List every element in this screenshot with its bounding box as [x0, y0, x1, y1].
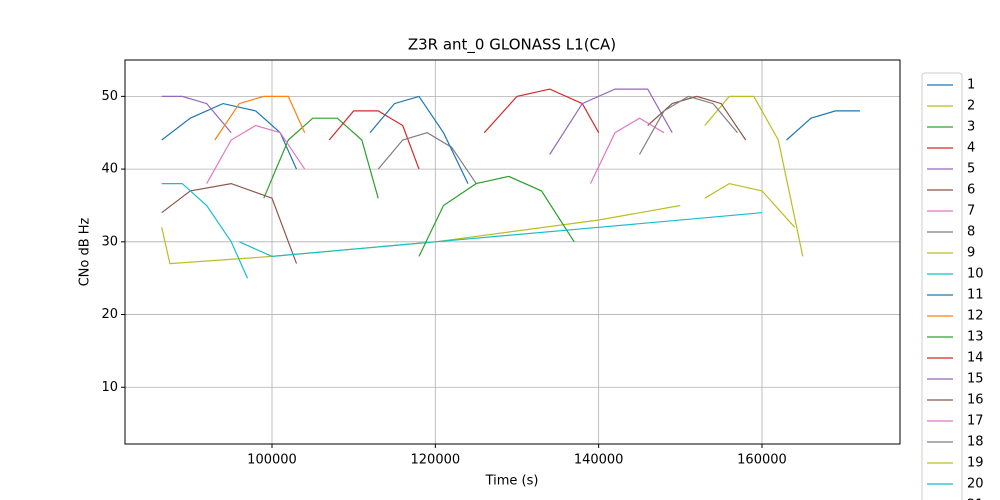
- series-line: [647, 95, 747, 141]
- y-tick-label: 20: [101, 307, 118, 322]
- series-line: [214, 95, 306, 141]
- legend-label: 14: [967, 351, 984, 366]
- legend-label: 7: [967, 204, 975, 219]
- legend-label: 13: [967, 330, 984, 345]
- series-line: [239, 212, 763, 258]
- y-tick-label: 10: [101, 380, 118, 395]
- legend-label: 11: [967, 288, 984, 303]
- legend-label: 1: [967, 78, 975, 93]
- y-tick-label: 40: [101, 162, 118, 177]
- legend-label: 15: [967, 372, 984, 387]
- chart-title: Z3R ant_0 GLONASS L1(CA): [408, 36, 616, 55]
- legend-label: 4: [967, 141, 975, 156]
- legend-label: 20: [967, 477, 984, 492]
- y-tick-label: 30: [101, 234, 118, 249]
- series-line: [263, 117, 379, 199]
- series-line: [786, 110, 860, 141]
- series-line: [161, 102, 298, 170]
- legend-label: 17: [967, 414, 984, 429]
- legend-label: 16: [967, 393, 984, 408]
- y-axis-label: CNo dB Hz: [78, 217, 93, 286]
- series-line: [483, 88, 600, 134]
- x-tick-label: 100000: [247, 453, 297, 468]
- legend-label: 21: [967, 498, 984, 500]
- series-line: [589, 117, 665, 184]
- series-line: [161, 183, 249, 279]
- x-tick-label: 160000: [737, 453, 787, 468]
- series-line: [161, 182, 298, 264]
- series-line: [549, 88, 673, 155]
- series-line: [161, 204, 681, 265]
- legend-label: 12: [967, 309, 984, 324]
- legend-label: 8: [967, 225, 975, 240]
- series-line: [369, 95, 469, 184]
- legend-label: 2: [967, 99, 975, 114]
- legend-label: 18: [967, 435, 984, 450]
- series-line: [704, 95, 804, 257]
- legend-label: 3: [967, 120, 975, 135]
- legend: 123456789101112131415161718192021: [921, 72, 984, 500]
- series-line: [638, 95, 738, 155]
- x-tick-label: 140000: [574, 453, 624, 468]
- legend-label: 9: [967, 246, 975, 261]
- series-line: [328, 110, 420, 170]
- series-line: [418, 175, 575, 257]
- series-line: [704, 182, 796, 228]
- series-line: [377, 132, 477, 184]
- y-tick-label: 50: [101, 89, 118, 104]
- legend-label: 6: [967, 183, 975, 198]
- series-line: [206, 124, 306, 184]
- legend-label: 5: [967, 162, 975, 177]
- legend-label: 10: [967, 267, 984, 282]
- x-tick-label: 120000: [411, 453, 461, 468]
- legend-label: 19: [967, 456, 984, 471]
- series-line: [161, 95, 232, 134]
- plot-frame: [124, 59, 901, 445]
- x-axis-label: Time (s): [485, 474, 539, 489]
- legend-box: [921, 72, 963, 500]
